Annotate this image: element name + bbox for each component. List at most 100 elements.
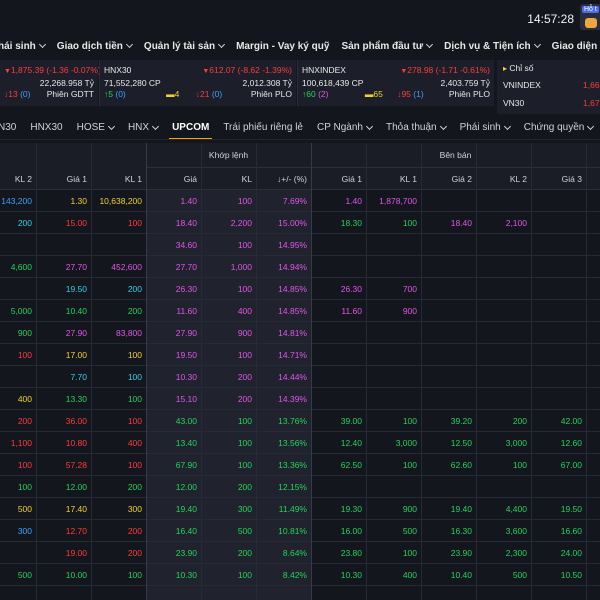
table-cell: 12.00	[175, 482, 197, 492]
tab-hnx30[interactable]: HNX30	[30, 122, 63, 133]
tab-sector-stocks[interactable]: CP Ngành	[317, 116, 374, 139]
column-header[interactable]: Giá 1	[341, 174, 362, 184]
chevron-down-icon	[439, 122, 447, 130]
table-cell: 12.60	[560, 438, 582, 448]
table-row[interactable]: 143,200 1.30 10,638,200 1.40 100 7.69% 1.40 1,8…	[0, 190, 600, 212]
table-row[interactable]: 500 10.00 100 10.30 100 8.42% 10.30 400 10.40 500…	[0, 564, 600, 586]
table-cell: 15.00	[65, 218, 87, 228]
table-cell	[0, 278, 36, 300]
index-value: ▼1,875.39 (-1.36 -0.07%)	[4, 65, 101, 75]
tab-private-bonds[interactable]: Trái phiếu riêng lẻ	[223, 122, 303, 133]
chevron-down-icon	[125, 40, 133, 49]
table-cell	[311, 256, 366, 278]
table-cell: 23.80	[340, 548, 362, 558]
table-cell	[531, 190, 586, 212]
index-strip: ▼1,875.39 (-1.36 -0.07%) 22,268.958 Tỷ ↓…	[0, 60, 600, 114]
menu-item-layout[interactable]: Giao diện của tôi	[551, 40, 600, 52]
table-cell	[91, 234, 146, 256]
column-header[interactable]: KL 2	[509, 174, 527, 184]
table-cell	[201, 586, 256, 600]
table-cell: 7.70	[70, 372, 87, 382]
table-cell: 18.30	[340, 218, 362, 228]
tab-warrants[interactable]: Chứng quyền	[524, 116, 595, 139]
table-cell: 67.00	[560, 460, 582, 470]
table-row[interactable]: 900 27.90 83,800 27.90 900 14.81%	[0, 322, 600, 344]
table-cell: 12.70	[65, 526, 87, 536]
menu-item-assets[interactable]: Quản lý tài sản	[144, 41, 226, 52]
index-card-hnxindex[interactable]: HNXINDEX ▼278.98 (-1.71 -0.61%) 100,618,…	[298, 60, 494, 106]
table-cell: 27.90	[65, 328, 87, 338]
table-row[interactable]: 500 17.40 300 19.40 300 11.49% 19.30 900 19.40 4,…	[0, 498, 600, 520]
menu-item-services[interactable]: Dịch vụ & Tiện ích	[444, 41, 541, 52]
table-cell: 10.40	[450, 570, 472, 580]
column-header[interactable]: KL 1	[399, 174, 417, 184]
index-list-item[interactable]: VNINDEX 1,66	[503, 80, 600, 90]
table-cell: 300	[17, 526, 32, 536]
table-cell	[36, 586, 91, 600]
table-cell: 14.94%	[278, 262, 307, 272]
table-cell: 14.39%	[278, 394, 307, 404]
session-label: Phiên GDTT	[46, 89, 94, 99]
column-header[interactable]: KL	[241, 174, 252, 184]
table-row[interactable]: 200 36.00 100 43.00 100 13.76% 39.00 100 39.20 20…	[0, 410, 600, 432]
top-bar: 14:57:28 Hỗ t	[0, 0, 600, 36]
table-row[interactable]: 19.50 200 26.30 100 14.85% 26.30 700	[0, 278, 600, 300]
tab-put-through[interactable]: Thỏa thuận	[386, 116, 447, 139]
table-row[interactable]: 7.70 100 10.30 200 14.44%	[0, 366, 600, 388]
column-header-change-sort[interactable]: ↓+/- (%)	[277, 174, 307, 184]
table-row[interactable]: 5,000 10.40 200 11.60 400 14.85% 11.60 900	[0, 300, 600, 322]
table-cell: 14.81%	[278, 328, 307, 338]
table-row[interactable]: 100 57.28 100 67.90 100 13.36% 62.50 100 62.60 10…	[0, 454, 600, 476]
table-cell: 42.00	[560, 416, 582, 426]
table-cell: 83,800	[116, 328, 142, 338]
table-cell: 100	[512, 460, 527, 470]
table-cell: 62.50	[340, 460, 362, 470]
table-cell: 100	[237, 284, 252, 294]
support-widget[interactable]: Hỗ t	[580, 4, 600, 30]
table-row[interactable]: 4,600 27.70 452,600 27.70 1,000 14.94%	[0, 256, 600, 278]
column-header[interactable]: KL 2	[14, 174, 32, 184]
table-cell: 18.40	[175, 218, 197, 228]
table-cell: 19.50	[560, 504, 582, 514]
chevron-down-icon	[503, 122, 511, 130]
table-row[interactable]: 300 12.70 200 16.40 500 10.81% 16.00 500 16.30 3,…	[0, 520, 600, 542]
index-trade-value: 22,268.958 Tỷ	[39, 78, 94, 88]
table-row[interactable]: 200 15.00 100 18.40 2,200 15.00% 18.30 100 18.40…	[0, 212, 600, 234]
column-header[interactable]: Giá 2	[451, 174, 472, 184]
table-row[interactable]: 1,100 10.80 400 13.40 100 13.56% 12.40 3,000 12.…	[0, 432, 600, 454]
menu-item-cash[interactable]: Giao dịch tiền	[57, 40, 133, 52]
table-cell: 100	[237, 438, 252, 448]
table-cell: 26.30	[175, 284, 197, 294]
menu-item-margin[interactable]: Margin - Vay ký quỹ	[236, 40, 330, 52]
column-header[interactable]: Giá	[183, 174, 197, 184]
table-cell: 13.76%	[278, 416, 307, 426]
table-row[interactable]	[0, 586, 600, 600]
tab-hose[interactable]: HOSE	[77, 116, 115, 139]
index-list-item[interactable]: VN30 1,67	[503, 98, 600, 108]
column-header[interactable]: Giá 3	[561, 174, 582, 184]
tab-derivatives[interactable]: Phái sinh	[460, 116, 511, 139]
table-cell: 100	[237, 350, 252, 360]
menu-item-products[interactable]: Sản phẩm đầu tư	[341, 41, 434, 52]
table-cell: 10.80	[65, 438, 87, 448]
tab-upcom[interactable]: UPCOM	[169, 116, 213, 139]
tab-hnx[interactable]: HNX	[128, 116, 160, 139]
table-row[interactable]: 100 12.00 200 12.00 200 12.15%	[0, 476, 600, 498]
table-cell	[366, 322, 421, 344]
column-header[interactable]: Giá 1	[66, 174, 87, 184]
table-cell: 200	[127, 306, 142, 316]
table-cell: 300	[237, 504, 252, 514]
index-card[interactable]: ▼1,875.39 (-1.36 -0.07%) 22,268.958 Tỷ ↓…	[0, 60, 101, 106]
menu-item-derivatives[interactable]: hái sinh	[0, 41, 46, 52]
tab-vn30[interactable]: N30	[0, 122, 17, 133]
table-row[interactable]: 400 13.30 100 15.10 200 14.39%	[0, 388, 600, 410]
column-header[interactable]: KL 1	[124, 174, 142, 184]
index-card-hnx30[interactable]: HNX30 ▼612.07 (-8.62 -1.39%) 71,552,280 …	[100, 60, 296, 106]
table-row[interactable]: 34.60 100 14.95%	[0, 234, 600, 256]
table-row[interactable]: 19.00 200 23.90 200 8.64% 23.80 100 23.90 2,300 2…	[0, 542, 600, 564]
table-cell: 10.00	[65, 570, 87, 580]
chevron-down-icon	[107, 122, 115, 130]
table-cell: 100	[237, 196, 252, 206]
index-list-panel[interactable]: ▸ Chỉ số VNINDEX 1,66 VN30 1,67	[497, 60, 600, 114]
table-row[interactable]: 100 17.00 100 19.50 100 14.71%	[0, 344, 600, 366]
